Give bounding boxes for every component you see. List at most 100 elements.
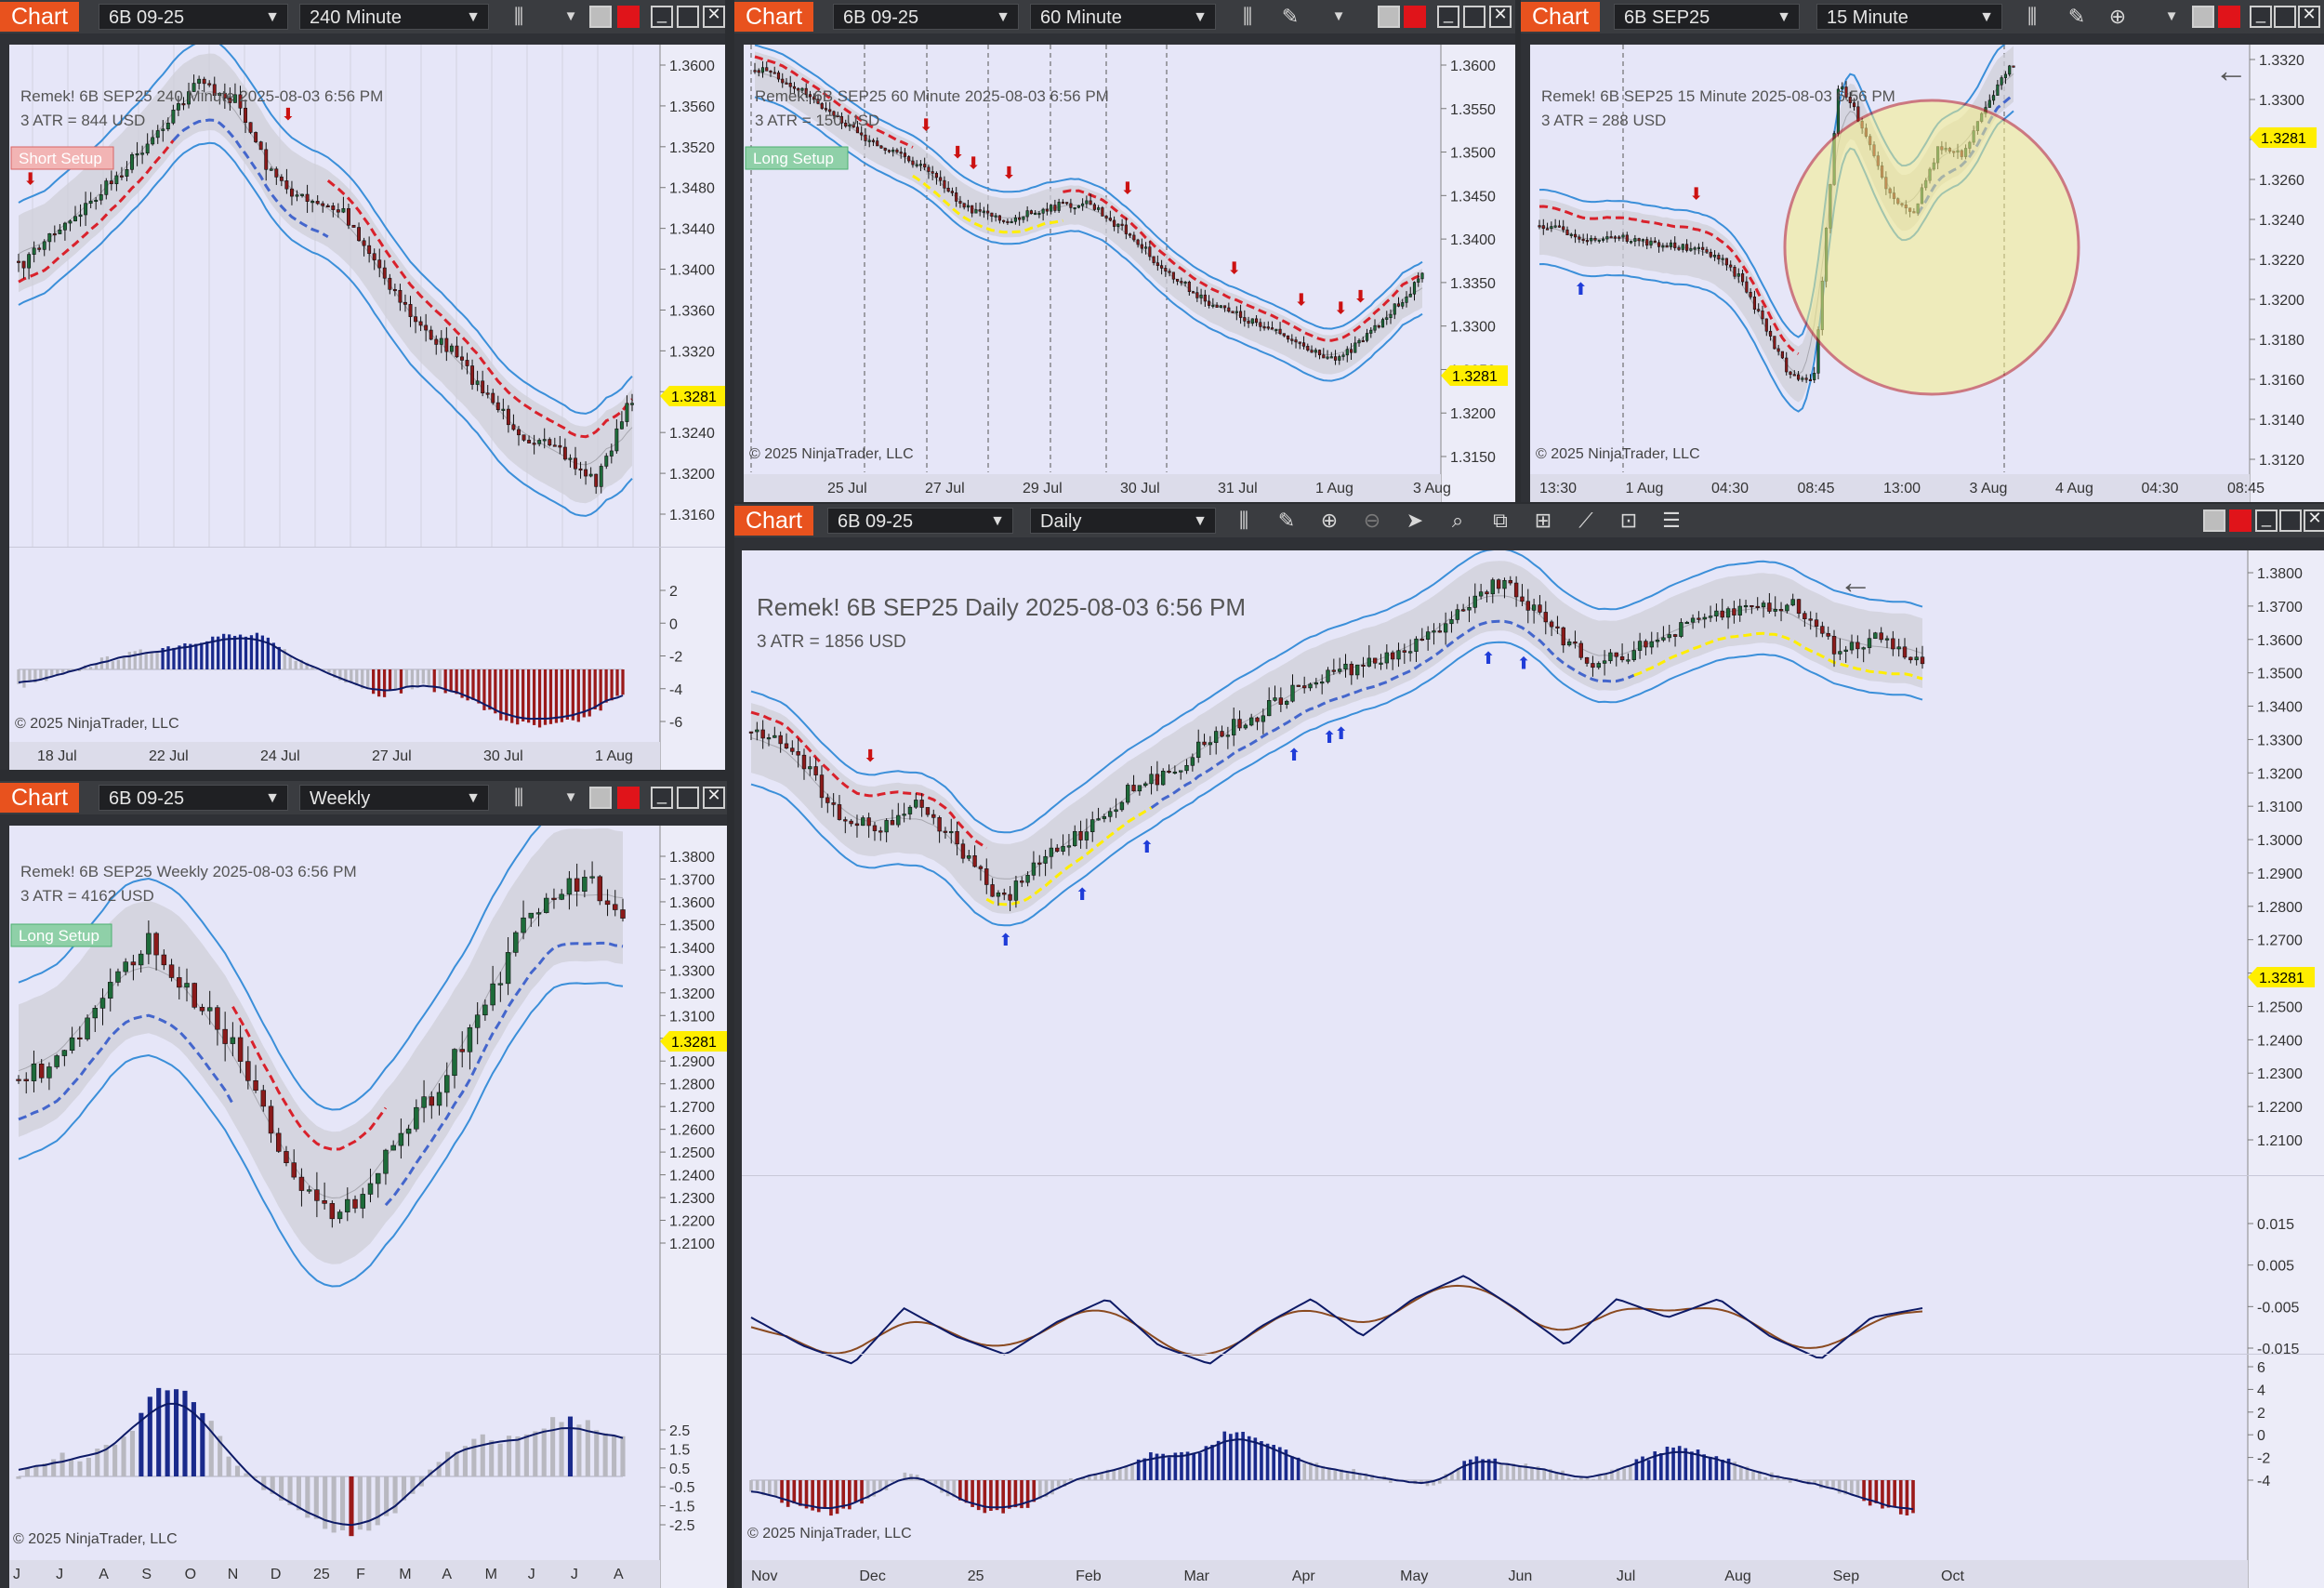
histogram-bar — [1327, 1467, 1331, 1480]
chart-plot-area[interactable]: ⬆ ⬇ Remek! 6B SEP25 15 Minute 2025-08-03 … — [1530, 35, 2324, 502]
chevron-down-icon[interactable]: ▼ — [2164, 8, 2179, 24]
chart-menu-button[interactable]: Chart — [0, 2, 80, 32]
histogram-bar — [384, 1476, 390, 1516]
minimize-icon[interactable]: _ — [2255, 509, 2278, 532]
zoom-in-icon[interactable]: ⊕ — [2108, 5, 2127, 28]
minimize-icon[interactable]: _ — [651, 5, 673, 28]
indicators-icon[interactable]: ⟋ — [1578, 509, 1593, 532]
time-axis-label: A — [99, 1567, 109, 1582]
chevron-down-icon[interactable]: ▼ — [1331, 8, 1346, 24]
bar-style-icon[interactable]: ⫼ — [1242, 5, 1253, 28]
chart-menu-button[interactable]: Chart — [734, 506, 814, 536]
candle-body — [485, 392, 490, 395]
chart-plot-area[interactable]: ⬇⬇⬇ Remek! 6B SEP25 240 Minute 2025-08-0… — [9, 39, 725, 770]
minimize-icon[interactable]: _ — [1437, 5, 1459, 28]
chart-plot-area[interactable]: ⬇ ⬇ ⬇ ⬇ ⬇ ⬇ ⬇ ⬇ ⬇ Remek! 6B SEP25 60 Minute 2025… — [744, 44, 1515, 502]
link-color-icon[interactable] — [1404, 6, 1426, 28]
restore-icon[interactable] — [589, 787, 612, 809]
link-color-icon[interactable] — [2218, 6, 2240, 28]
interval-selector[interactable]: 240 Minute ▼ — [299, 4, 489, 30]
strategies-icon[interactable]: ⊞ — [1534, 509, 1552, 532]
close-icon[interactable]: ✕ — [2304, 509, 2324, 532]
link-color-icon[interactable] — [617, 6, 640, 28]
close-icon[interactable]: ✕ — [703, 5, 725, 28]
screenshot-icon[interactable]: ⊡ — [1619, 509, 1638, 532]
candle-body — [1749, 291, 1752, 298]
maximize-icon[interactable] — [2279, 509, 2302, 532]
instrument-selector[interactable]: 6B 09-25 ▼ — [833, 4, 1019, 30]
close-icon[interactable]: ✕ — [2298, 5, 2320, 28]
pencil-icon[interactable]: ✎ — [1281, 5, 1300, 28]
pointer-icon[interactable]: ➤ — [1406, 509, 1424, 532]
histogram-bar — [366, 1476, 372, 1531]
instrument-selector[interactable]: 6B 09-25 ▼ — [827, 508, 1013, 534]
maximize-icon[interactable] — [1463, 6, 1486, 28]
candle-body — [597, 876, 603, 902]
candle-body — [46, 1066, 52, 1079]
minimize-icon[interactable]: _ — [2250, 5, 2272, 28]
histogram-bar — [33, 669, 37, 683]
histogram-bar — [1788, 1480, 1792, 1483]
interval-selector[interactable]: Daily ▼ — [1030, 508, 1216, 534]
chart-menu-button[interactable]: Chart — [0, 783, 80, 813]
candle-body — [1349, 663, 1354, 676]
candle-body — [1025, 875, 1030, 883]
candle-body — [1227, 307, 1231, 312]
restore-icon[interactable] — [2203, 509, 2225, 532]
candle-body — [2012, 65, 2015, 68]
maximize-icon[interactable] — [2274, 6, 2296, 28]
restore-icon[interactable] — [1378, 6, 1400, 28]
time-axis-label: Aug — [1724, 1568, 1750, 1584]
bar-style-icon[interactable]: ⫼ — [1238, 509, 1249, 532]
time-axis-label: 22 Jul — [149, 748, 189, 764]
pencil-icon[interactable]: ✎ — [1277, 509, 1296, 532]
bar-style-icon[interactable]: ⫼ — [2027, 5, 2038, 28]
data-box-icon[interactable]: ⌕ — [1451, 509, 1464, 532]
candle-body — [1043, 855, 1048, 864]
candle-body — [322, 1200, 327, 1204]
bar-style-icon[interactable]: ⫼ — [513, 5, 524, 28]
candle-body — [748, 731, 754, 734]
bar-style-icon[interactable]: ⫼ — [513, 786, 524, 809]
candle-body — [1584, 656, 1590, 664]
interval-selector[interactable]: Weekly ▼ — [299, 785, 489, 811]
templates-icon[interactable]: ⧉ — [1493, 509, 1508, 532]
chart-menu-button[interactable]: Chart — [1521, 2, 1601, 32]
link-color-icon[interactable] — [617, 787, 640, 809]
candle-body — [372, 253, 376, 260]
chevron-down-icon[interactable]: ▼ — [563, 789, 578, 805]
chevron-down-icon[interactable]: ▼ — [563, 8, 578, 24]
chart-plot-area[interactable]: Remek! 6B SEP25 Weekly 2025-08-03 6:56 P… — [9, 805, 727, 1588]
interval-selector[interactable]: 60 Minute ▼ — [1030, 4, 1216, 30]
maximize-icon[interactable] — [677, 6, 699, 28]
chart-window-60min: Chart 6B 09-25 ▼ 60 Minute ▼ ⫼ ✎ ▼ _ ✕ ⬇ ⬇ ⬇… — [734, 0, 1515, 502]
histogram-bar — [995, 1480, 999, 1511]
interval-selector[interactable]: 15 Minute ▼ — [1816, 4, 2002, 30]
candle-body — [582, 877, 588, 892]
minimize-icon[interactable]: _ — [651, 786, 673, 809]
pencil-icon[interactable]: ✎ — [2067, 5, 2086, 28]
candle-body — [1657, 242, 1661, 247]
candle-body — [792, 86, 797, 89]
chart-menu-button[interactable]: Chart — [734, 2, 814, 32]
restore-icon[interactable] — [2192, 6, 2214, 28]
close-icon[interactable]: ✕ — [703, 786, 725, 809]
instrument-selector[interactable]: 6B 09-25 ▼ — [99, 785, 288, 811]
histogram-bar — [537, 669, 542, 728]
chart-plot-area[interactable]: ⬇ ⬆ ⬆ ⬆ ⬆ ⬆ ⬆ ⬆ ⬆ Remek! 6B SEP25 Daily 2025-08-… — [742, 548, 2324, 1588]
zoom-in-icon[interactable]: ⊕ — [1320, 509, 1339, 532]
histogram-bar — [77, 1461, 83, 1476]
instrument-selector[interactable]: 6B SEP25 ▼ — [1614, 4, 1800, 30]
histogram-bar — [1044, 1480, 1049, 1498]
maximize-icon[interactable] — [677, 787, 699, 809]
candle-body — [887, 150, 891, 152]
back-arrow-icon[interactable]: ← — [2214, 51, 2248, 89]
close-icon[interactable]: ✕ — [1489, 5, 1512, 28]
link-color-icon[interactable] — [2229, 509, 2251, 532]
back-arrow-icon[interactable]: ← — [1839, 562, 1872, 601]
candle-body — [1902, 646, 1908, 658]
zoom-out-icon[interactable]: ⊖ — [1363, 509, 1381, 532]
properties-icon[interactable]: ☰ — [1662, 509, 1681, 532]
instrument-selector[interactable]: 6B 09-25 ▼ — [99, 4, 288, 30]
restore-icon[interactable] — [589, 6, 612, 28]
